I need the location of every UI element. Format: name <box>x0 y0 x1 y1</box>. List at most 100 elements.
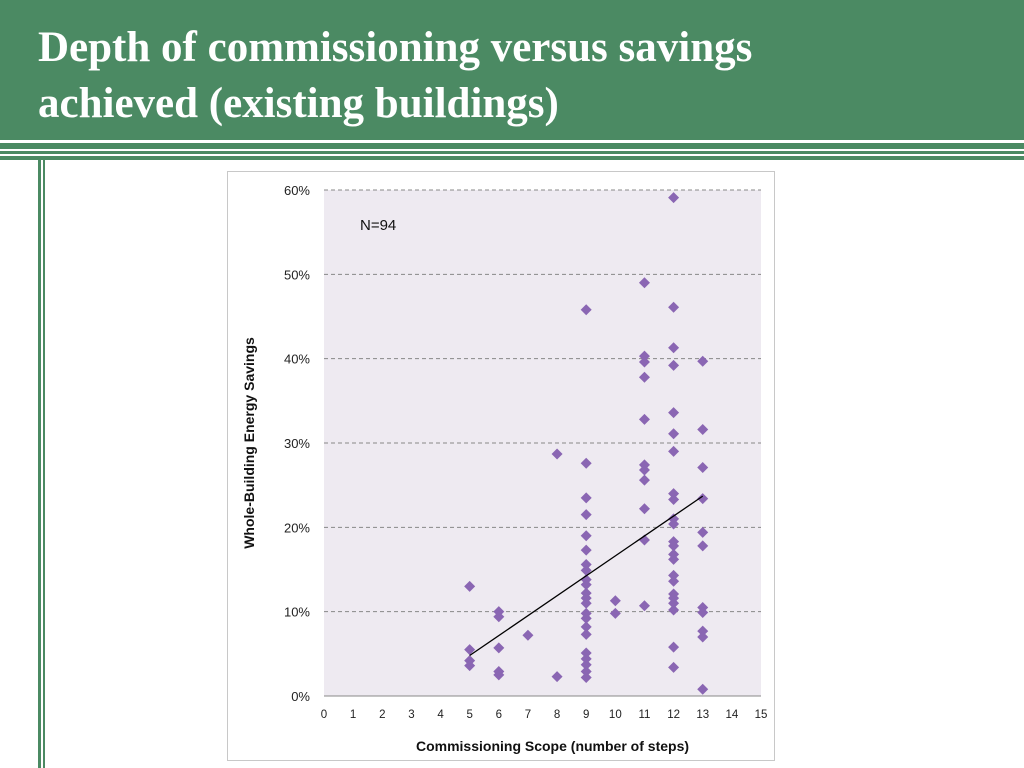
data-point <box>668 488 680 500</box>
data-point <box>668 192 680 204</box>
slide-title-line-1: Depth of commissioning versus savings <box>38 24 753 71</box>
data-point <box>580 597 592 609</box>
data-point <box>697 424 709 436</box>
data-point <box>668 428 680 440</box>
data-point <box>580 304 592 316</box>
x-tick-label: 3 <box>408 709 414 721</box>
data-point <box>580 653 592 665</box>
data-point <box>551 671 563 683</box>
data-point <box>609 595 621 607</box>
data-point <box>697 461 709 473</box>
data-point <box>580 492 592 504</box>
data-point <box>697 607 709 619</box>
data-point <box>464 660 476 672</box>
data-point <box>638 600 650 612</box>
data-point <box>464 644 476 656</box>
trend-line <box>469 495 704 657</box>
y-tick-label: 0% <box>291 689 310 704</box>
x-tick-label: 11 <box>638 709 650 721</box>
data-point <box>522 629 534 641</box>
data-point <box>638 464 650 476</box>
x-tick-label: 4 <box>437 709 444 721</box>
data-point <box>697 683 709 695</box>
data-point <box>638 356 650 368</box>
data-point <box>580 509 592 521</box>
data-point <box>464 580 476 592</box>
x-tick-label: 2 <box>379 709 385 721</box>
scatter-chart: 0%10%20%30%40%50%60%0 1 2 3 4 5 6 7 8 9 10 11 12 13 14… <box>241 183 767 754</box>
data-point <box>580 621 592 633</box>
left-rule <box>38 160 41 768</box>
data-point <box>609 607 621 619</box>
data-point <box>580 628 592 640</box>
x-tick-label: 8 <box>554 709 560 721</box>
data-point <box>668 553 680 565</box>
data-point <box>668 407 680 419</box>
data-point <box>580 612 592 624</box>
gridlines <box>324 189 761 613</box>
data-point <box>668 661 680 673</box>
data-point <box>580 671 592 683</box>
y-tick-label: 60% <box>284 183 310 198</box>
data-point <box>668 518 680 530</box>
data-point <box>580 558 592 570</box>
y-tick-label: 20% <box>284 520 310 535</box>
y-tick-label: 10% <box>284 605 310 620</box>
data-point <box>580 647 592 659</box>
slide-title: Depth of commissioning versus savings ac… <box>38 20 998 132</box>
left-rule <box>43 160 45 768</box>
data-point <box>551 448 563 460</box>
data-point <box>638 413 650 425</box>
data-point <box>638 277 650 289</box>
slide-title-line-2: achieved (existing buildings) <box>38 80 559 127</box>
data-point <box>493 642 505 654</box>
chart-frame: 0% 10% 20% 30% 40% 50% 60% 0 1 2 3 4 5 6 7 8 9 10 11 12 13 14… <box>227 171 775 761</box>
data-point <box>668 575 680 587</box>
x-tick-label: 13 <box>696 709 709 721</box>
data-point <box>493 611 505 623</box>
tick-labels: 0%10%20%30%40%50%60%0 1 2 3 4 5 6 7 8 9 10 11 12 13 14… <box>284 183 767 721</box>
data-point <box>668 604 680 616</box>
data-point <box>668 540 680 552</box>
data-point <box>638 350 650 362</box>
y-tick-label: 40% <box>284 352 310 367</box>
x-tick-label: 15 <box>755 709 768 721</box>
data-point <box>668 301 680 313</box>
data-point <box>668 641 680 653</box>
x-tick-label: 6 <box>496 709 502 721</box>
x-tick-label: 10 <box>609 709 622 721</box>
x-tick-label: 0 <box>321 709 327 721</box>
data-point <box>668 359 680 371</box>
data-point <box>668 342 680 354</box>
header-rule <box>0 156 1024 160</box>
data-point <box>580 530 592 542</box>
data-point <box>638 474 650 486</box>
x-tick-label: 12 <box>667 709 680 721</box>
data-point <box>668 569 680 581</box>
data-point <box>580 666 592 678</box>
header-rule <box>0 143 1024 149</box>
data-point <box>668 597 680 609</box>
sample-size-annotation: N=94 <box>360 217 396 234</box>
x-tick-label: 1 <box>350 709 356 721</box>
data-point <box>493 669 505 681</box>
data-point <box>697 540 709 552</box>
data-point <box>580 457 592 469</box>
data-point <box>580 544 592 556</box>
data-point <box>580 579 592 591</box>
x-axis-title: Commissioning Scope (number of steps) <box>416 738 689 754</box>
data-point <box>697 631 709 643</box>
y-tick-label: 30% <box>284 436 310 451</box>
data-point <box>638 371 650 383</box>
data-point <box>668 494 680 506</box>
data-point <box>697 493 709 505</box>
title-bar <box>0 0 1024 140</box>
data-point <box>697 526 709 538</box>
data-point <box>668 445 680 457</box>
data-point <box>697 625 709 637</box>
data-point <box>580 659 592 671</box>
data-point <box>697 355 709 367</box>
y-axis-title: Whole-Building Energy Savings <box>241 337 257 549</box>
y-tick-label: 50% <box>284 267 310 282</box>
data-points <box>464 192 709 695</box>
